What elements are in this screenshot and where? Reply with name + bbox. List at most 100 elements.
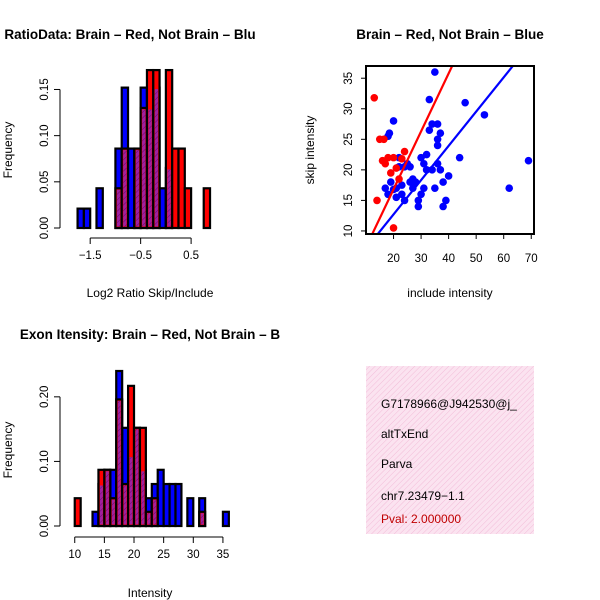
intensity-overlap-bar [105, 471, 109, 525]
scatter-plot-area: 20 30 40 50 60 70 10 15 20 25 30 35 [343, 65, 538, 265]
ratio-x-tick-label: −0.5 [129, 250, 152, 262]
intensity-x-tick-label: 35 [217, 549, 230, 561]
scatter-y-label: skip intensity [303, 116, 317, 185]
intensity-blue-bar [186, 497, 195, 528]
ratio-x-label: Log2 Ratio Skip/Include [87, 286, 214, 300]
scatter-blue-point [433, 141, 442, 150]
intensity-overlap-bar [147, 513, 151, 525]
scatter-blue-point [428, 120, 436, 128]
scatter-blue-point [381, 184, 390, 192]
ratio-overlap-bar [167, 169, 171, 227]
scatter-red-point [384, 153, 392, 162]
info-pval: Pval: 2.000000 [381, 512, 461, 526]
intensity-x-tick-label: 30 [187, 549, 200, 561]
ratio-overlap-bar [116, 189, 121, 227]
ratio-y-tick-label: 0.00 [39, 217, 51, 239]
scatter-blue-point [442, 196, 450, 205]
scatter-blue-point [524, 156, 533, 165]
scatter-red-point [398, 155, 406, 163]
scatter-red-point [386, 169, 395, 177]
info-location: chr7.23479−1.1 [381, 489, 465, 503]
intensity-y-tick-label: 0.20 [39, 386, 51, 408]
intensity-y-tick-label: 0.10 [39, 450, 51, 472]
scatter-x-tick-label: 50 [470, 253, 483, 265]
ratio-chart-title: RatioData: Brain – Red, Not Brain – Blu [4, 27, 255, 42]
scatter-red-point [389, 224, 398, 232]
scatter-blue-point [414, 202, 423, 211]
intensity-overlap-bar [123, 485, 127, 525]
intensity-bars [73, 369, 230, 528]
scatter-blue-point [444, 172, 453, 180]
ratio-blue-bar [95, 187, 104, 230]
ratio-y-tick-label: 0.15 [39, 78, 51, 100]
ratio-y-tick-label: 0.10 [39, 124, 51, 146]
scatter-red-fit-line [371, 66, 454, 234]
intensity-blue-bar [174, 482, 183, 528]
scatter-blue-point [417, 190, 425, 199]
scatter-y-tick-label: 15 [343, 194, 355, 207]
ratio-bars [76, 68, 212, 230]
scatter-red-point [392, 164, 401, 172]
intensity-histogram-panel: Exon Itensity: Brain – Red, Not Brain – … [1, 327, 280, 600]
intensity-blue-bar [221, 510, 230, 528]
intensity-y-tick-label: 0.00 [39, 515, 51, 537]
scatter-red-point [370, 93, 379, 102]
intensity-overlap-bar [129, 457, 133, 525]
intensity-x-tick-label: 10 [68, 549, 81, 561]
scatter-blue-point [505, 184, 514, 192]
scatter-blue-point [406, 163, 414, 171]
scatter-blue-point [389, 117, 398, 125]
ratio-blue-bar [82, 207, 92, 230]
ratio-red-bar [202, 187, 212, 230]
ratio-red-bar [183, 187, 193, 230]
intensity-chart-title: Exon Itensity: Brain – Red, Not Brain – … [20, 327, 281, 342]
info-box-background [366, 366, 534, 534]
scatter-x-tick-label: 20 [387, 253, 400, 265]
scatter-blue-point [425, 126, 434, 134]
scatter-blue-point [420, 184, 428, 192]
ratio-histogram-panel: RatioData: Brain – Red, Not Brain – Blu … [1, 27, 256, 300]
intensity-red-bar [73, 497, 82, 528]
scatter-red-point [400, 147, 409, 156]
intensity-axes: 10 15 20 25 30 35 0.00 0.10 0.20 [39, 386, 229, 561]
scatter-blue-point [385, 129, 394, 137]
scatter-blue-point [414, 196, 423, 205]
scatter-x-tick-label: 60 [497, 253, 510, 265]
info-tissue: Parva [381, 457, 413, 471]
info-event-type: altTxEnd [381, 427, 428, 441]
intensity-overlap-bar [135, 429, 139, 525]
scatter-blue-point [439, 202, 447, 211]
scatter-blue-point [417, 153, 425, 162]
scatter-blue-point [461, 98, 469, 107]
intensity-x-tick-label: 15 [98, 549, 111, 561]
scatter-blue-point [409, 175, 417, 183]
ratio-overlap-bar [142, 109, 146, 227]
scatter-blue-fit-line [376, 66, 515, 234]
scatter-y-tick-label: 35 [343, 72, 355, 85]
scatter-blue-point [436, 129, 445, 137]
ratio-x-tick-label: 0.5 [183, 250, 199, 262]
intensity-overlap-bar [153, 499, 157, 525]
scatter-blue-point [480, 111, 489, 119]
scatter-red-point [373, 196, 381, 205]
ratio-overlap-bar [148, 109, 152, 227]
scatter-y-tick-label: 10 [343, 225, 355, 238]
scatter-blue-point [455, 153, 464, 162]
ratio-y-label: Frequency [1, 122, 15, 179]
ratio-overlap-bar [154, 89, 159, 227]
scatter-blue-point [433, 120, 442, 128]
scatter-y-tick-label: 30 [343, 102, 355, 115]
scatter-data-layer [370, 66, 533, 234]
scatter-x-tick-label: 40 [442, 253, 455, 265]
scatter-blue-point [436, 166, 445, 174]
scatter-blue-point [398, 190, 406, 199]
intensity-overlap-bar [111, 499, 115, 525]
intensity-x-tick-label: 25 [157, 549, 170, 561]
info-panel: G7178966@J942530@j_ altTxEnd Parva chr7.… [366, 366, 534, 534]
scatter-red-point [380, 135, 388, 144]
intensity-y-label: Frequency [1, 422, 15, 479]
info-gene-id: G7178966@J942530@j_ [381, 397, 517, 411]
scatter-blue-point [439, 178, 447, 186]
intensity-overlap-bar [99, 485, 103, 525]
